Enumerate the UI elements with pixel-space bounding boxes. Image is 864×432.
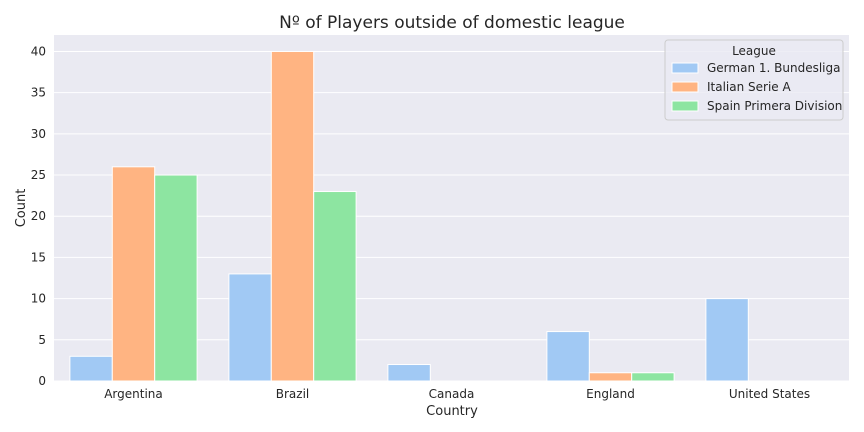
legend: League German 1. Bundesliga Italian Serie… bbox=[664, 39, 844, 121]
legend-label: Spain Primera Division bbox=[707, 99, 842, 113]
legend-title: League bbox=[732, 44, 776, 58]
legend-swatch bbox=[671, 100, 699, 112]
x-axis-label: Country bbox=[426, 404, 478, 419]
legend-items: German 1. Bundesliga Italian Serie A Spain… bbox=[671, 61, 842, 113]
bar bbox=[313, 191, 357, 382]
y-axis-ticks: 0 5 10 15 20 25 30 35 40 bbox=[31, 44, 46, 388]
x-tick-label: England bbox=[586, 387, 635, 401]
bar bbox=[387, 364, 431, 382]
y-tick-label: 15 bbox=[31, 250, 46, 264]
x-tick-label: Canada bbox=[429, 387, 475, 401]
y-tick-label: 25 bbox=[31, 168, 46, 182]
bar bbox=[546, 331, 590, 382]
bar bbox=[111, 166, 156, 382]
y-axis-label: Count bbox=[14, 189, 29, 228]
legend-label: German 1. Bundesliga bbox=[707, 61, 840, 75]
bar bbox=[705, 298, 749, 382]
y-tick-label: 5 bbox=[38, 333, 46, 347]
bar bbox=[631, 372, 675, 382]
legend-label: Italian Serie A bbox=[707, 80, 792, 94]
bar bbox=[270, 50, 315, 382]
y-tick-label: 30 bbox=[31, 127, 46, 141]
x-tick-label: United States bbox=[729, 387, 810, 401]
y-tick-label: 40 bbox=[31, 44, 46, 58]
bar bbox=[228, 273, 272, 382]
x-axis-ticks: Argentina Brazil Canada England United State… bbox=[104, 387, 810, 401]
bars bbox=[69, 50, 749, 382]
bar bbox=[154, 174, 198, 382]
legend-swatch bbox=[671, 62, 699, 74]
bar bbox=[69, 355, 113, 382]
y-tick-label: 0 bbox=[38, 374, 46, 388]
y-tick-label: 20 bbox=[31, 209, 46, 223]
y-tick-label: 35 bbox=[31, 86, 46, 100]
legend-swatch bbox=[671, 81, 699, 93]
legend-frame bbox=[664, 39, 844, 121]
y-tick-label: 10 bbox=[31, 292, 46, 306]
x-tick-label: Argentina bbox=[104, 387, 163, 401]
x-tick-label: Brazil bbox=[276, 387, 310, 401]
bar bbox=[588, 372, 633, 382]
chart-title: Nº of Players outside of domestic league bbox=[279, 13, 625, 33]
